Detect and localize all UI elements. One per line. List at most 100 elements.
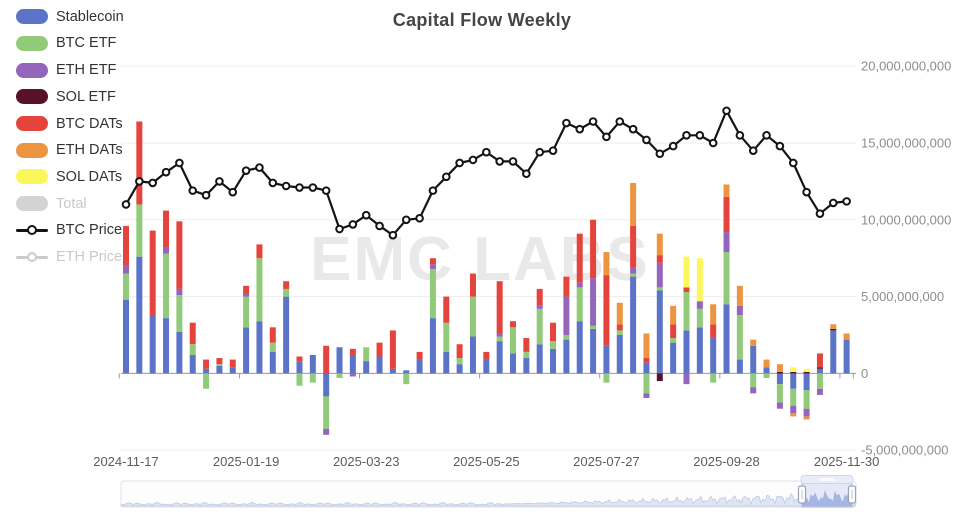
bar-segment [616, 330, 623, 335]
bar-segment [483, 351, 490, 360]
bar-segment [510, 353, 517, 374]
bar-segment [616, 324, 623, 331]
bar-segment [309, 354, 316, 374]
btc-price-point [388, 230, 398, 240]
bar-segment [523, 338, 530, 352]
bar-segment [496, 336, 503, 342]
bar-segment [763, 367, 770, 374]
data-zoom-slider[interactable] [120, 475, 857, 508]
legend-item-eth-price[interactable]: ETH Price [16, 249, 124, 265]
bar-segment [656, 373, 663, 382]
btc-price-point [175, 158, 184, 168]
y-axis-label: 15,000,000,000 [861, 136, 951, 151]
bar-segment [456, 344, 463, 359]
bar-segment [456, 364, 463, 374]
legend-label: BTC ETF [56, 35, 117, 52]
btc-price-point [148, 178, 157, 188]
legend-item-btc-etf[interactable]: BTC ETF [16, 35, 124, 52]
bar-segment [803, 390, 810, 409]
btc-price-point [562, 118, 571, 128]
bar-segment [216, 358, 223, 365]
bar-segment [376, 342, 383, 357]
legend-item-btc-price[interactable]: BTC Price [16, 222, 124, 238]
btc-price-point [615, 117, 625, 126]
btc-price-point [281, 181, 291, 191]
btc-price-point [268, 178, 278, 188]
bar-segment [483, 359, 490, 374]
bar-segment [536, 288, 543, 306]
bar-segment [323, 428, 330, 435]
bar-segment [429, 258, 436, 265]
btc-price-points [121, 106, 851, 240]
bar-segment [349, 373, 356, 377]
btc-price-point [295, 183, 304, 192]
bar-segment [550, 322, 557, 342]
bar-segment [590, 219, 597, 279]
bar-segment [403, 370, 410, 374]
bar-segment [283, 296, 290, 374]
legend-item-eth-etf[interactable]: ETH ETF [16, 62, 124, 78]
bar-segment [843, 339, 850, 374]
bar-segment [710, 338, 717, 374]
bar-segment [576, 287, 583, 322]
x-axis-label: 2025-09-28 [693, 454, 760, 469]
bar-segment [269, 351, 276, 374]
bar-segment [536, 305, 543, 309]
bar-segment [790, 413, 797, 417]
bar-segment [656, 255, 663, 263]
btc-price-point [215, 177, 224, 186]
btc-price-point [695, 131, 705, 140]
legend-item-sol-etf[interactable]: SOL ETF [16, 89, 124, 105]
btc-price-point [428, 186, 438, 195]
bar-segment [723, 252, 730, 305]
btc-price-point [735, 131, 745, 140]
bar-segment [256, 244, 263, 259]
bar-segment [563, 339, 570, 374]
bar-segment [776, 402, 783, 409]
data-zoom-window[interactable] [801, 480, 853, 508]
stacked-bars [123, 121, 850, 435]
legend-item-sol-dats[interactable]: SOL DATs [16, 169, 124, 185]
bar-segment [750, 373, 757, 388]
bar-segment [443, 296, 450, 323]
btc-price-point [775, 141, 785, 151]
btc-price-point [121, 200, 131, 209]
legend-item-total[interactable]: Total [16, 196, 124, 212]
bar-segment [816, 388, 823, 395]
btc-price-point [655, 149, 665, 159]
btc-price-point [241, 166, 251, 175]
y-axis-label: 10,000,000,000 [861, 212, 951, 227]
bar-segment [203, 359, 210, 369]
bar-segment [469, 336, 476, 374]
bar-segment [336, 373, 343, 379]
bar-segment [203, 368, 210, 374]
btc-price-point [535, 147, 544, 157]
bar-segment [656, 287, 663, 291]
bar-segment [723, 232, 730, 253]
legend-item-eth-dats[interactable]: ETH DATs [16, 142, 124, 158]
btc-price-point [455, 158, 464, 168]
btc-price-point [375, 221, 384, 231]
bar-segment [696, 308, 703, 328]
bar-segment [803, 408, 810, 417]
bar-segment [776, 364, 783, 372]
legend-swatch-4 [16, 116, 48, 131]
legend-item-stablecoin[interactable]: Stablecoin [16, 9, 124, 25]
bar-segment [256, 258, 263, 322]
bar-segment [429, 268, 436, 319]
bar-segment [189, 354, 196, 374]
bar-segment [830, 330, 837, 374]
bar-segment [349, 354, 356, 374]
legend-item-btc-dats[interactable]: BTC DATs [16, 116, 124, 132]
bar-segment [643, 333, 650, 359]
legend-line-swatch-9 [16, 249, 48, 264]
bar-segment [803, 416, 810, 420]
bar-segment [189, 322, 196, 345]
bar-segment [616, 302, 623, 325]
bar-segment [643, 393, 650, 398]
btc-price-point [508, 157, 518, 166]
bar-segment [416, 351, 423, 360]
x-axis: 2024-11-17 2025-01-19 2025-03-23 2025-05-25… [93, 373, 879, 469]
bar-segment [176, 221, 183, 289]
data-zoom-move-handle-grip [819, 478, 835, 481]
